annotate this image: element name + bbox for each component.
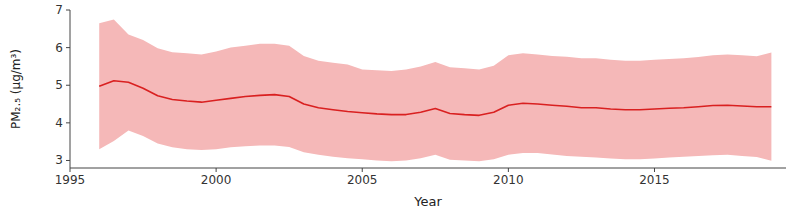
plot-area (99, 19, 771, 161)
chart: 1995 2000 2005 2010 2015 3 4 5 6 7 Year PM₂.₅ (μg/m… (0, 0, 800, 214)
y-tick (66, 47, 70, 48)
x-tick-label: 1995 (55, 173, 86, 187)
x-tick-label: 2000 (201, 173, 232, 187)
y-tick-label: 3 (55, 153, 63, 167)
y-tick (66, 122, 70, 123)
band (99, 19, 771, 161)
x-tick (216, 168, 217, 172)
axes: 1995 2000 2005 2010 2015 3 4 5 6 7 (55, 3, 786, 187)
y-axis-label: PM₂.₅ (μg/m³) (9, 49, 23, 129)
x-axis-line (70, 168, 786, 169)
y-tick-label: 6 (55, 41, 63, 55)
x-tick-label: 2005 (347, 173, 378, 187)
y-tick (66, 10, 70, 11)
x-tick (508, 168, 509, 172)
y-tick (66, 85, 70, 86)
x-tick (654, 168, 655, 172)
x-tick-label: 2010 (493, 173, 524, 187)
y-tick (66, 160, 70, 161)
x-tick (362, 168, 363, 172)
y-tick-label: 7 (55, 3, 63, 17)
x-axis-label: Year (413, 194, 442, 209)
y-tick-label: 5 (55, 78, 63, 92)
line (99, 81, 771, 116)
y-axis-line (70, 10, 71, 168)
y-tick-label: 4 (55, 116, 63, 130)
x-tick-label: 2015 (639, 173, 670, 187)
x-tick (70, 168, 71, 172)
